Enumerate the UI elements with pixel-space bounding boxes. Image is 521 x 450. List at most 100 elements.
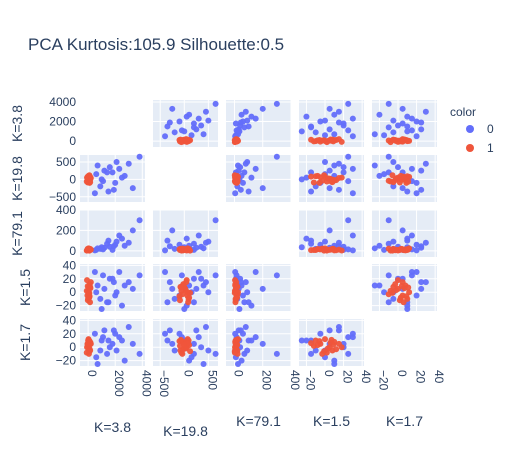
- data-point-series0-r1-c4-14: [399, 185, 406, 192]
- data-point-series1-r0-c4-17: [398, 138, 405, 145]
- data-point-series0-r4-c3-12: [303, 337, 310, 344]
- x-tick-label: 40: [432, 370, 446, 384]
- data-point-series0-r0-c2-19: [237, 119, 244, 126]
- data-point-series0-r0-c4-18: [404, 128, 411, 135]
- data-point-series0-r3-c0-11: [100, 272, 107, 279]
- data-point-series1-r0-c4-18: [389, 137, 396, 144]
- data-point-series0-r1-c4-8: [381, 171, 388, 178]
- data-point-series0-r3-c1-1: [212, 272, 219, 279]
- data-point-series0-r2-c0-15: [104, 240, 111, 247]
- legend-label-0[interactable]: 0: [487, 122, 494, 136]
- data-point-series0-r0-c3-12: [303, 113, 310, 120]
- data-point-series1-r4-c0-18: [86, 348, 93, 355]
- data-point-series1-r1-c3-13: [338, 174, 345, 181]
- legend-label-1[interactable]: 1: [487, 141, 494, 155]
- data-point-series0-r1-c0-15: [104, 169, 111, 176]
- data-point-series0-r0-c1-2: [195, 115, 202, 122]
- data-point-series0-r1-c2-12: [248, 174, 255, 181]
- y-tick-label: 200: [56, 223, 76, 237]
- legend-marker-1[interactable]: [466, 144, 474, 152]
- data-point-series0-r4-c1-16: [162, 330, 169, 337]
- data-point-series1-r2-c3-19: [328, 246, 335, 253]
- data-point-series1-r4-c3-17: [330, 341, 337, 348]
- data-point-series0-r1-c2-13: [235, 162, 242, 169]
- data-point-series1-r4-c2-18: [231, 348, 238, 355]
- data-point-series0-r1-c3-5: [326, 167, 333, 174]
- data-point-series0-r2-c3-15: [308, 240, 315, 247]
- data-point-series0-r1-c4-16: [413, 190, 420, 197]
- data-point-series0-r2-c4-16: [413, 247, 420, 254]
- legend-marker-0[interactable]: [466, 125, 474, 133]
- data-point-series0-r4-c0-4: [121, 357, 128, 364]
- data-point-series0-r0-c3-8: [322, 132, 328, 139]
- data-point-series0-r2-c3-1: [345, 217, 352, 224]
- data-point-series0-r4-c2-17: [244, 347, 251, 354]
- data-point-series0-r4-c1-2: [195, 334, 202, 341]
- data-point-series0-r2-c4-13: [371, 245, 378, 252]
- data-point-series0-r2-c1-12: [183, 235, 190, 242]
- data-point-series0-r3-c1-3: [164, 299, 171, 306]
- data-point-series0-r4-c3-1: [345, 350, 352, 357]
- data-point-series0-r2-c4-12: [404, 235, 411, 242]
- data-point-series0-r1-c4-17: [390, 158, 397, 165]
- data-point-series0-r3-c2-12: [248, 302, 255, 309]
- data-point-series0-r1-c4-1: [385, 153, 392, 160]
- data-point-series0-r0-c4-14: [399, 105, 406, 112]
- data-point-series0-r4-c3-19: [335, 327, 342, 334]
- data-point-series1-r1-c2-19: [233, 178, 240, 185]
- chart-title: PCA Kurtosis:105.9 Silhouette:0.5: [28, 35, 284, 54]
- data-point-series0-r1-c0-13: [94, 162, 101, 169]
- data-point-series0-r0-c2-18: [236, 128, 243, 135]
- data-point-series1-r3-c4-19: [405, 284, 412, 291]
- data-point-series0-r4-c3-15: [308, 350, 315, 357]
- data-point-series0-r2-c1-14: [169, 227, 176, 234]
- data-point-series0-r3-c0-10: [106, 275, 113, 282]
- data-point-series1-r2-c4-17: [398, 245, 405, 252]
- data-point-series0-r2-c4-19: [418, 243, 425, 250]
- data-point-series0-r2-c0-19: [110, 243, 117, 250]
- data-point-series1-r2-c1-19: [177, 246, 184, 253]
- data-point-series0-r3-c4-13: [371, 282, 378, 289]
- data-point-series0-r1-c0-12: [118, 174, 125, 181]
- data-point-series1-r1-c4-12: [385, 177, 392, 184]
- data-point-series0-r3-c2-9: [239, 292, 246, 299]
- data-point-series0-r3-c1-14: [169, 285, 176, 292]
- data-point-series1-r3-c4-16: [400, 299, 407, 306]
- data-point-series0-r0-c1-9: [176, 118, 183, 125]
- data-point-series0-r1-c0-19: [110, 186, 117, 193]
- data-point-series0-r2-c4-17: [390, 238, 397, 245]
- data-point-series0-r1-c3-1: [345, 153, 352, 160]
- data-point-series0-r0-c1-19: [166, 119, 173, 126]
- data-point-series0-r3-c2-14: [259, 285, 266, 292]
- data-point-series0-r4-c0-19: [110, 327, 117, 334]
- y-tick-label: 4000: [49, 95, 76, 109]
- data-point-series0-r1-c3-7: [335, 160, 342, 167]
- data-point-series0-r4-c2-12: [248, 337, 255, 344]
- data-point-series0-r1-c3-19: [335, 186, 342, 193]
- data-point-series0-r1-c0-8: [93, 171, 100, 178]
- data-point-series0-r0-c3-11: [345, 127, 352, 134]
- y-axis-title-0: K=3.8: [9, 105, 25, 142]
- data-point-series0-r3-c0-16: [91, 269, 98, 276]
- data-point-series0-r0-c2-1: [273, 100, 280, 107]
- data-point-series0-r3-c4-5: [418, 285, 425, 292]
- data-point-series1-r3-c4-13: [395, 277, 401, 284]
- data-point-series0-r2-c0-12: [118, 235, 125, 242]
- data-point-series1-r4-c0-19: [85, 336, 92, 343]
- data-point-series0-r2-c1-3: [164, 237, 171, 244]
- data-point-series0-r1-c3-17: [322, 158, 328, 165]
- data-point-series0-r4-c2-7: [242, 324, 249, 331]
- data-point-series0-r0-c1-10: [198, 122, 205, 129]
- y-tick-label: −20: [56, 299, 77, 313]
- data-point-series0-r1-c0-2: [116, 165, 123, 172]
- data-point-series0-r1-c0-10: [106, 164, 113, 171]
- data-point-series1-r4-c3-18: [321, 348, 328, 355]
- data-point-series1-r3-c1-19: [177, 284, 184, 291]
- data-point-series0-r3-c1-17: [205, 289, 212, 296]
- x-axis-title-3: K=1.5: [313, 413, 350, 429]
- data-point-series0-r4-c3-16: [349, 330, 356, 337]
- data-point-series0-r3-c0-1: [136, 272, 143, 279]
- data-point-series0-r3-c4-11: [408, 272, 415, 279]
- data-point-series1-r0-c3-16: [308, 136, 315, 143]
